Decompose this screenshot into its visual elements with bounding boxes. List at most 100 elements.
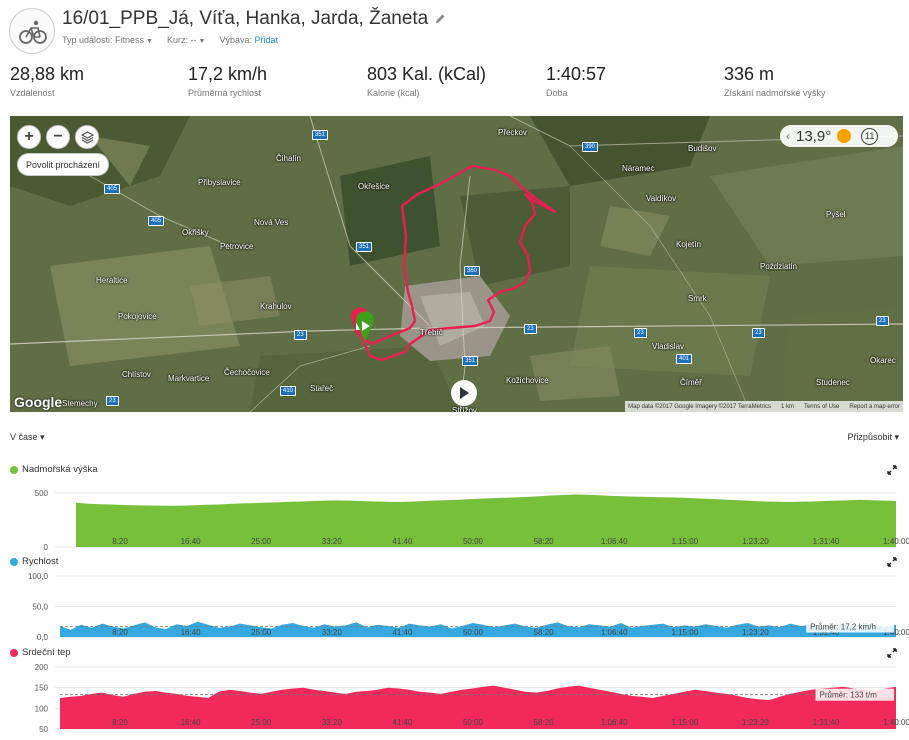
y-tick-label: 0,0	[37, 633, 49, 642]
stat-duration: 1:40:57 Doba	[546, 64, 607, 98]
svg-text:Průměr: 133 t/m: Průměr: 133 t/m	[820, 691, 878, 700]
y-tick-label: 100,0	[28, 572, 49, 581]
y-tick-label: 200	[35, 663, 49, 672]
elevation-chart: Nadmořská výška 500 0 8:20 16:40 25:00 33:20 4…	[0, 462, 909, 550]
road-number-badge: 23	[524, 324, 537, 334]
heart-legend-dot	[10, 648, 18, 657]
road-number-badge: 351	[356, 242, 373, 252]
road-number-badge: 23	[634, 328, 647, 338]
place-label: Okřešice	[358, 182, 390, 191]
stat-distance: 28,88 km Vzdálenost	[10, 64, 85, 98]
x-tick-label: 33:20	[322, 537, 343, 546]
x-tick-label: 1:23:20	[742, 537, 769, 546]
start-marker	[356, 311, 374, 342]
place-label: Stemechy	[62, 399, 98, 408]
road-number-badge: 23	[294, 330, 307, 340]
place-label: Náramec	[622, 164, 655, 173]
satellite-imagery	[10, 116, 903, 412]
speed-plot[interactable]: 100,0 50,0 0,0 8:20 16:40 25:00 33:20 41:40 50:0…	[0, 554, 909, 642]
zoom-out-button[interactable]: −	[46, 125, 70, 149]
road-number-badge: 360	[464, 266, 481, 276]
y-tick-label: 50	[39, 725, 48, 734]
x-tick-label: 1:40:00	[883, 537, 909, 546]
svg-text:Průměr: 17,2 km/h: Průměr: 17,2 km/h	[810, 623, 876, 632]
expand-icon[interactable]	[887, 648, 897, 658]
place-label: Přeckov	[498, 128, 527, 137]
x-tick-label: 58:20	[534, 628, 555, 637]
elevation-legend-dot	[10, 465, 18, 474]
gear-field: Výbava: Přidat	[219, 35, 278, 45]
x-tick-label: 1:31:40	[813, 537, 840, 546]
heart-rate-chart: Srdeční tep 200 150 100 50 8:20 16:40 25:00 33:…	[0, 645, 909, 740]
x-tick-label: 33:20	[322, 628, 343, 637]
course-dropdown[interactable]: Kurz: -- ▼	[166, 35, 206, 45]
layers-icon	[80, 130, 94, 144]
road-number-badge: 401	[676, 354, 693, 364]
expand-icon[interactable]	[887, 557, 897, 567]
place-label: Vladislav	[652, 342, 685, 351]
x-tick-label: 8:20	[112, 718, 128, 727]
place-label: Poździatin	[760, 262, 797, 271]
layers-button[interactable]	[75, 125, 99, 149]
chevron-down-icon: ▼	[198, 38, 206, 45]
expand-icon[interactable]	[887, 465, 897, 475]
playback-button[interactable]	[451, 380, 477, 406]
x-tick-label: 1:31:40	[813, 718, 840, 727]
place-label: Valdíkov	[646, 194, 677, 203]
place-label: Čechočovice	[224, 368, 270, 377]
place-label: Studenec	[816, 378, 850, 387]
x-tick-label: 41:40	[392, 718, 413, 727]
route-map[interactable]: Přeckov Budišov Čihalín Náramec Přibyslavice…	[10, 116, 903, 412]
x-tick-label: 1:40:00	[883, 718, 909, 727]
place-label: Kojetín	[676, 240, 701, 249]
map-attribution: Map data ©2017 Google Imagery ©2017 Terr…	[625, 401, 903, 412]
temperature-value: 13,9°	[796, 127, 832, 145]
place-label: Pokojovice	[118, 312, 157, 321]
elevation-plot[interactable]: 500 0 8:20 16:40 25:00 33:20 41:40 50:00 58:20 1:…	[0, 462, 909, 550]
x-tick-label: 1:15:00	[671, 537, 698, 546]
wind-speed-icon: 11	[861, 127, 879, 145]
x-tick-label: 25:00	[251, 718, 272, 727]
pencil-edit-icon[interactable]	[434, 13, 446, 25]
heart-rate-plot[interactable]: 200 150 100 50 8:20 16:40 25:00 33:20 41:40 50:00…	[0, 645, 909, 740]
gear-add-link[interactable]: Přidat	[254, 35, 278, 45]
enable-pan-button[interactable]: Povolit procházení	[17, 153, 110, 176]
speed-legend-dot	[10, 557, 18, 566]
cycling-activity-icon	[9, 8, 55, 54]
x-tick-label: 1:06:40	[601, 537, 628, 546]
place-label: Krahulov	[260, 302, 292, 311]
x-tick-label: 58:20	[534, 718, 555, 727]
road-number-badge: 23	[106, 396, 119, 406]
event-type-dropdown[interactable]: Typ události: Fitness ▼	[62, 35, 153, 45]
zoom-in-button[interactable]: +	[17, 125, 41, 149]
fit-dropdown[interactable]: Přizpůsobit ▾	[847, 432, 899, 442]
place-label: Pyšel	[826, 210, 846, 219]
road-number-badge: 410	[280, 386, 297, 396]
terms-link[interactable]: Terms of Use	[803, 403, 840, 410]
chevron-left-icon[interactable]: ‹	[786, 129, 790, 143]
y-tick-label: 500	[35, 489, 49, 498]
report-map-error-link[interactable]: Report a map error	[849, 403, 900, 410]
series-area	[60, 685, 896, 729]
x-tick-label: 50:00	[463, 718, 484, 727]
activity-title[interactable]: 16/01_PPB_Já, Víťa, Hanka, Jarda, Žaneta	[62, 8, 429, 29]
weather-widget[interactable]: ‹ 13,9° 11	[780, 125, 898, 147]
stat-elevation-gain: 336 m Získání nadmořské výšky	[724, 64, 826, 98]
stat-avg-speed: 17,2 km/h Průměrná rychlost	[188, 64, 268, 98]
place-label: Střížov	[452, 406, 477, 412]
road-number-badge: 23	[876, 316, 889, 326]
place-label: Nová Ves	[254, 218, 289, 227]
x-axis-mode-dropdown[interactable]: V čase ▾	[10, 432, 45, 442]
road-number-badge: 23	[752, 328, 765, 338]
summary-stats: 28,88 km Vzdálenost 17,2 km/h Průměrná r…	[0, 64, 909, 104]
elevation-chart-title: Nadmořská výška	[22, 464, 98, 475]
road-number-badge: 390	[582, 142, 599, 152]
x-tick-label: 1:15:00	[671, 718, 698, 727]
place-label: Přibyslavice	[198, 178, 241, 187]
place-label: Heraltice	[96, 276, 128, 285]
average-label: Průměr: 133 t/m	[815, 688, 894, 701]
x-tick-label: 1:06:40	[601, 628, 628, 637]
place-label: Kožichovice	[506, 376, 549, 385]
speed-chart: Rychlost 100,0 50,0 0,0 8:20 16:40 25:00 33:20…	[0, 554, 909, 642]
place-label: Chlístov	[122, 370, 151, 379]
